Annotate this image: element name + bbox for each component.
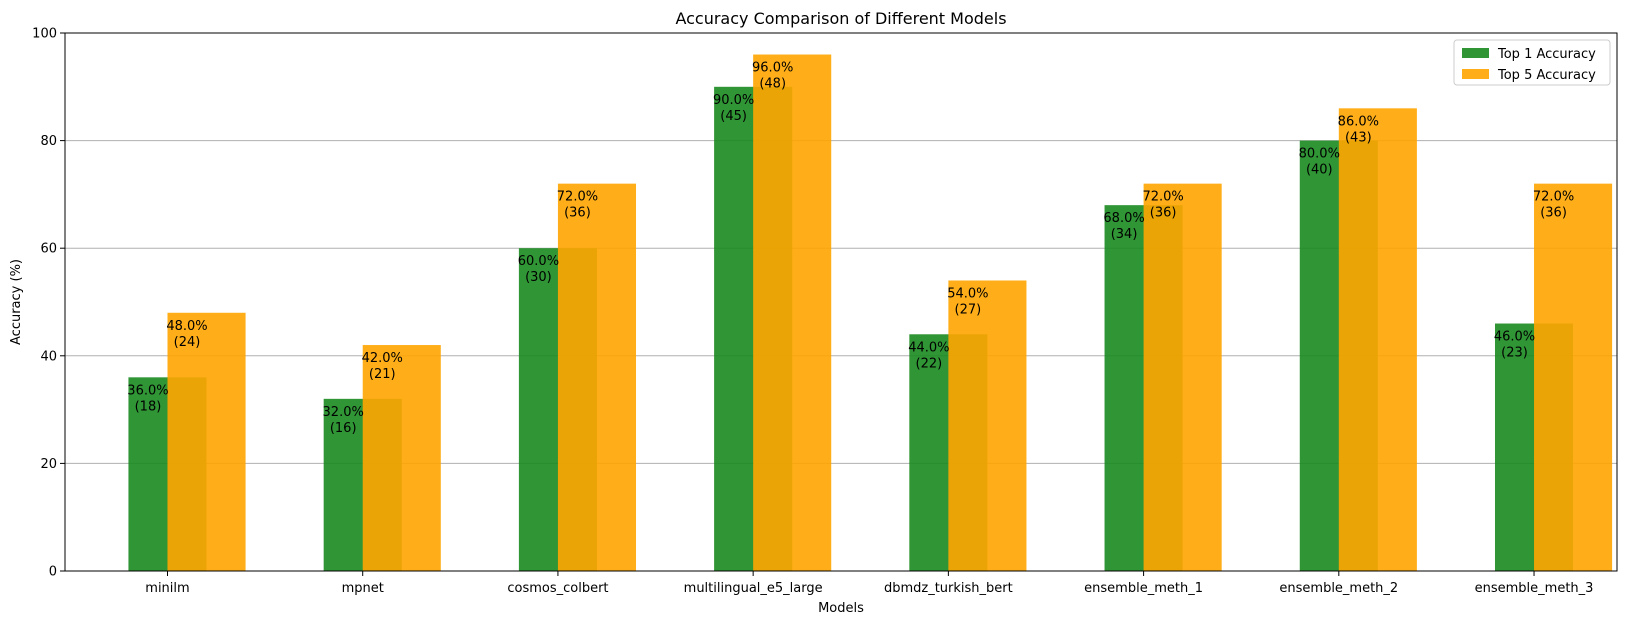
x-tick-label: dbmdz_turkish_bert (884, 581, 1013, 596)
bar-count-label: (18) (135, 399, 162, 414)
y-tick-label: 80 (40, 134, 57, 149)
y-axis-label: Accuracy (%) (9, 259, 24, 345)
x-axis: minilm mpnet cosmos_colbert multilingual_e5… (145, 571, 1593, 596)
bar-value-label: 54.0% (947, 286, 988, 301)
bar-count-label: (45) (720, 109, 747, 124)
chart-title: Accuracy Comparison of Different Models (675, 9, 1006, 28)
y-tick-label: 100 (32, 27, 57, 42)
bar-value-label: 48.0% (166, 319, 207, 334)
bar-count-label: (36) (1150, 206, 1177, 221)
x-tick-label: ensemble_meth_1 (1084, 581, 1203, 596)
bar-top5 (1534, 183, 1613, 571)
bar-value-label: 44.0% (908, 340, 949, 355)
bar-count-label: (36) (1540, 206, 1567, 221)
bar-value-label: 32.0% (323, 405, 364, 420)
y-tick-label: 20 (40, 457, 57, 472)
bar-top5 (362, 345, 441, 571)
bar-value-label: 72.0% (1533, 190, 1574, 205)
y-tick-label: 0 (49, 565, 57, 580)
bar-count-label: (30) (525, 270, 552, 285)
bar-value-label: 36.0% (127, 383, 168, 398)
legend-box (1453, 39, 1611, 86)
legend: Top 1 Accuracy Top 5 Accuracy (1453, 39, 1611, 86)
legend-label: Top 1 Accuracy (1497, 47, 1596, 62)
bar-count-label: (34) (1111, 227, 1138, 242)
x-tick-label: cosmos_colbert (507, 581, 608, 596)
bar-top5 (1143, 183, 1222, 571)
bar-count-label: (23) (1501, 346, 1528, 361)
bar-labels: 36.0%(18) 48.0%(24) 32.0%(16) 42.0%(21) 60.0… (127, 61, 1574, 436)
bar-value-label: 86.0% (1338, 114, 1379, 129)
x-tick-label: ensemble_meth_3 (1475, 581, 1594, 596)
bar-value-label: 60.0% (518, 254, 559, 269)
x-tick-label: mpnet (342, 581, 384, 596)
bar-count-label: (43) (1345, 130, 1372, 145)
legend-swatch (1462, 48, 1489, 58)
bar-value-label: 96.0% (752, 61, 793, 76)
plot-frame (64, 32, 1618, 572)
bar-count-label: (27) (955, 302, 982, 317)
bar-count-label: (22) (916, 356, 943, 371)
legend-swatch (1462, 69, 1489, 79)
y-tick-label: 60 (40, 242, 57, 257)
bar-count-label: (40) (1306, 163, 1333, 178)
bar-value-label: 72.0% (1142, 190, 1183, 205)
x-tick-label: ensemble_meth_2 (1279, 581, 1398, 596)
y-axis: 0 20 40 60 80 100 (32, 27, 65, 580)
x-tick-label: multilingual_e5_large (684, 581, 823, 596)
bar-count-label: (21) (369, 367, 396, 382)
bar-top5 (753, 54, 832, 571)
y-tick-label: 40 (40, 349, 57, 364)
bar-value-label: 46.0% (1494, 330, 1535, 345)
bar-top5 (167, 312, 246, 571)
legend-label: Top 5 Accuracy (1497, 68, 1596, 83)
x-axis-label: Models (818, 601, 864, 616)
bar-value-label: 72.0% (557, 190, 598, 205)
bar-value-label: 68.0% (1103, 211, 1144, 226)
x-tick-label: minilm (145, 581, 189, 596)
bars (128, 54, 1613, 572)
bar-top5 (1338, 108, 1417, 571)
bar-value-label: 80.0% (1299, 147, 1340, 162)
bar-count-label: (24) (174, 335, 201, 350)
bar-top5 (948, 280, 1027, 571)
bar-value-label: 42.0% (362, 351, 403, 366)
bar-count-label: (48) (759, 77, 786, 92)
bar-top5 (557, 183, 637, 571)
bar-value-label: 90.0% (713, 93, 754, 108)
bar-count-label: (16) (330, 421, 357, 436)
bar-count-label: (36) (564, 206, 591, 221)
